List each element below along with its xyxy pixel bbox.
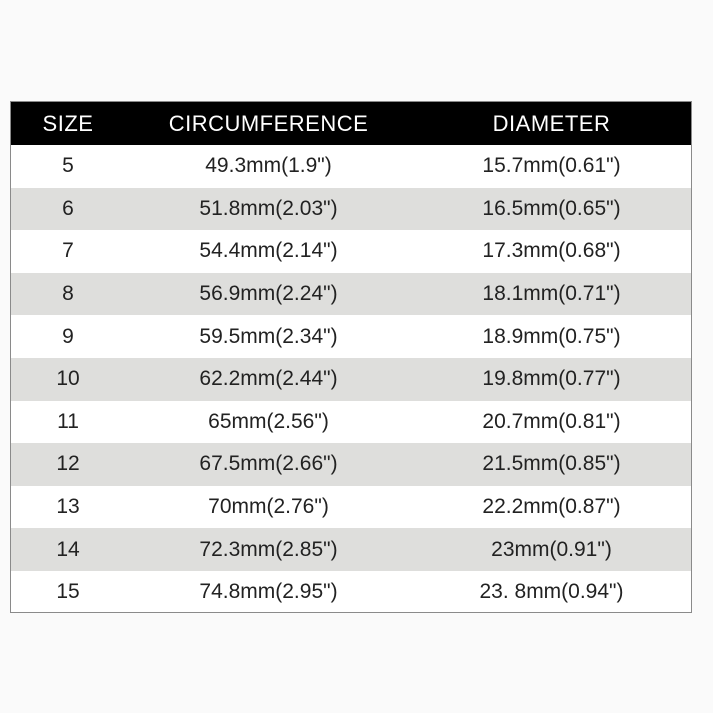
size-cell: 12 (56, 452, 80, 476)
circumference-cell: 56.9mm(2.24") (199, 282, 338, 306)
diameter-cell: 16.5mm(0.65") (482, 196, 621, 220)
size-cell: 13 (56, 495, 80, 519)
size-cell: 8 (62, 282, 74, 306)
table-row: 11 65mm(2.56") 20.7mm(0.81") (11, 401, 691, 444)
table-row: 8 56.9mm(2.24") 18.1mm(0.71") (11, 272, 691, 316)
circumference-cell: 49.3mm(1.9") (205, 154, 332, 178)
diameter-cell: 20.7mm(0.81") (482, 409, 621, 433)
circumference-cell: 51.8mm(2.03") (199, 196, 338, 220)
table-row: 5 49.3mm(1.9") 15.7mm(0.61") (11, 145, 691, 188)
diameter-cell: 19.8mm(0.77") (482, 367, 621, 391)
size-cell: 15 (56, 580, 80, 604)
diameter-cell: 17.3mm(0.68") (482, 239, 621, 263)
diameter-cell: 23mm(0.91") (491, 537, 612, 561)
table-row: 10 62.2mm(2.44") 19.8mm(0.77") (11, 357, 691, 401)
table-row: 13 70mm(2.76") 22.2mm(0.87") (11, 486, 691, 529)
table-body: 5 49.3mm(1.9") 15.7mm(0.61") 6 51.8mm(2.03")… (11, 145, 691, 614)
circumference-cell: 67.5mm(2.66") (199, 452, 338, 476)
size-cell: 11 (57, 409, 79, 433)
table-row: 14 72.3mm(2.85") 23mm(0.91") (11, 528, 691, 571)
table-row: 9 59.5mm(2.34") 18.9mm(0.75") (11, 315, 691, 358)
table-row: 7 54.4mm(2.14") 17.3mm(0.68") (11, 230, 691, 273)
size-cell: 10 (56, 367, 80, 391)
size-cell: 6 (62, 196, 74, 220)
table-header: SIZE CIRCUMFERENCE DIAMETER (11, 102, 691, 145)
circumference-cell: 74.8mm(2.95") (199, 580, 338, 604)
table-row: 12 67.5mm(2.66") 21.5mm(0.85") (11, 443, 691, 486)
header-diameter: DIAMETER (492, 110, 611, 136)
ring-size-table: SIZE CIRCUMFERENCE DIAMETER 5 49.3mm(1.9"… (10, 101, 692, 613)
diameter-cell: 18.1mm(0.71") (482, 282, 621, 306)
size-cell: 5 (62, 154, 74, 178)
circumference-cell: 62.2mm(2.44") (199, 367, 338, 391)
header-circumference: CIRCUMFERENCE (168, 110, 369, 136)
circumference-cell: 59.5mm(2.34") (199, 324, 338, 348)
size-cell: 7 (62, 239, 74, 263)
diameter-cell: 22.2mm(0.87") (482, 495, 621, 519)
circumference-cell: 70mm(2.76") (208, 495, 329, 519)
table-row: 15 74.8mm(2.95") 23. 8mm(0.94") (11, 571, 691, 614)
circumference-cell: 65mm(2.56") (208, 409, 329, 433)
circumference-cell: 72.3mm(2.85") (199, 537, 338, 561)
diameter-cell: 23. 8mm(0.94") (479, 580, 624, 604)
size-cell: 9 (62, 324, 74, 348)
size-cell: 14 (56, 537, 80, 561)
diameter-cell: 18.9mm(0.75") (482, 324, 621, 348)
diameter-cell: 15.7mm(0.61") (482, 154, 621, 178)
circumference-cell: 54.4mm(2.14") (199, 239, 338, 263)
table-row: 6 51.8mm(2.03") 16.5mm(0.65") (11, 187, 691, 231)
diameter-cell: 21.5mm(0.85") (482, 452, 621, 476)
header-size: SIZE (42, 110, 94, 136)
